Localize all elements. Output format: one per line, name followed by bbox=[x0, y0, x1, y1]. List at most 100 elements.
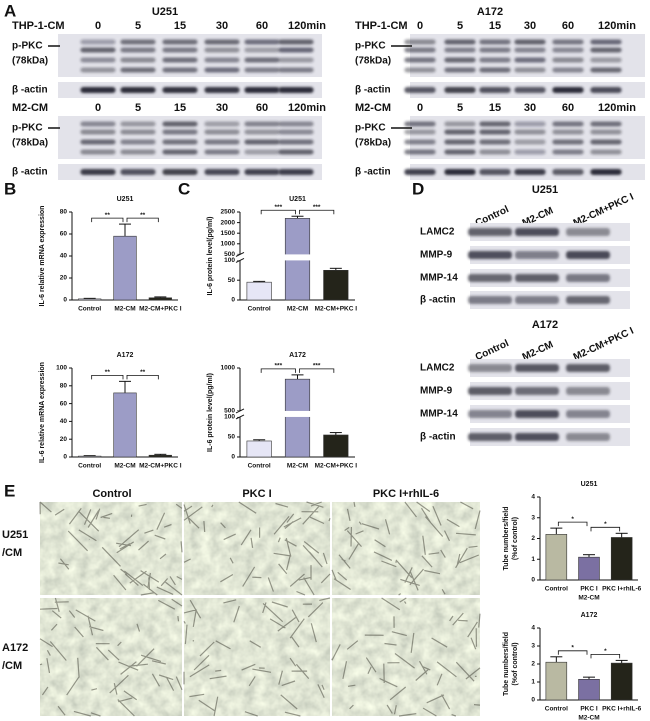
blot-band bbox=[515, 387, 559, 395]
significance-bracket bbox=[91, 217, 124, 223]
blot-band bbox=[244, 67, 280, 73]
bar bbox=[578, 556, 600, 581]
blot-band bbox=[468, 296, 512, 304]
blot-band bbox=[80, 39, 116, 45]
blot-band bbox=[404, 47, 436, 53]
blot-band bbox=[204, 121, 240, 127]
loading-label: β -actin bbox=[355, 85, 391, 96]
blot-band bbox=[278, 67, 314, 73]
significance-label: * bbox=[571, 645, 574, 652]
blot-band bbox=[80, 57, 116, 63]
bar bbox=[545, 534, 568, 581]
blot-band bbox=[204, 47, 240, 53]
time-label: 120min bbox=[598, 102, 636, 114]
panel-label: B bbox=[4, 179, 16, 198]
blot-band bbox=[590, 139, 622, 145]
y-tick-label: 2 bbox=[531, 661, 535, 668]
blot-band bbox=[479, 129, 511, 135]
blot-band bbox=[278, 57, 314, 63]
blot-band bbox=[479, 47, 511, 53]
blot-band bbox=[204, 129, 240, 135]
significance-bracket bbox=[557, 521, 588, 527]
treatment-label: THP-1-CM bbox=[355, 20, 408, 32]
blot-band bbox=[515, 251, 559, 259]
blot-band bbox=[590, 39, 622, 45]
blot-band bbox=[80, 87, 116, 93]
significance-label: ** bbox=[105, 212, 111, 219]
time-label: 15 bbox=[174, 20, 186, 32]
time-label: 30 bbox=[524, 20, 536, 32]
x-tick-label: Control bbox=[248, 306, 271, 313]
y-tick-label: 0 bbox=[63, 297, 67, 304]
chart-title: U251 bbox=[289, 196, 306, 203]
row-label: MMP-9 bbox=[420, 386, 453, 397]
time-label: 0 bbox=[95, 20, 101, 32]
column-header: PKC I bbox=[242, 488, 271, 500]
significance-label: *** bbox=[313, 204, 321, 211]
blot-band bbox=[515, 274, 559, 282]
row-label: LAMC2 bbox=[420, 363, 455, 374]
blot-band bbox=[80, 149, 116, 155]
blot-band bbox=[80, 129, 116, 135]
blot-band bbox=[404, 129, 436, 135]
blot-band bbox=[590, 67, 622, 73]
y-tick-label: 20 bbox=[60, 275, 68, 282]
blot-band bbox=[514, 169, 546, 175]
blot-band bbox=[404, 169, 436, 175]
y-axis-label: IL-6 protein level(pg/ml) bbox=[207, 217, 214, 296]
significance-bracket bbox=[91, 374, 124, 380]
significance-bracket bbox=[557, 650, 588, 655]
blot-band bbox=[244, 139, 280, 145]
significance-bracket bbox=[126, 374, 159, 380]
blot-band bbox=[515, 364, 559, 372]
blot-band bbox=[552, 169, 584, 175]
y-tick-label: 1500 bbox=[221, 230, 236, 237]
x-tick-label: PKC I+rhIL-6 bbox=[602, 706, 642, 713]
blot-band bbox=[244, 39, 280, 45]
y-tick-label: 40 bbox=[60, 253, 68, 260]
bar bbox=[323, 269, 349, 301]
blot-band bbox=[590, 169, 622, 175]
blot-band bbox=[204, 87, 240, 93]
target-label: p-PKC bbox=[355, 41, 386, 52]
time-label: 60 bbox=[562, 102, 574, 114]
blot-band bbox=[590, 149, 622, 155]
time-label: 120min bbox=[598, 20, 636, 32]
x-tick-label: M2-CM bbox=[114, 306, 135, 313]
bar bbox=[246, 281, 272, 301]
blot-band bbox=[514, 47, 546, 53]
blot-band bbox=[162, 39, 198, 45]
y-tick-label: 1000 bbox=[221, 241, 236, 248]
y-tick-label: 0 bbox=[231, 297, 235, 304]
blot-title: A172 bbox=[532, 319, 558, 331]
cell-network bbox=[183, 501, 331, 596]
blot-band bbox=[444, 139, 476, 145]
significance-bracket bbox=[126, 217, 159, 223]
blot-band bbox=[204, 139, 240, 145]
blot-band bbox=[444, 39, 476, 45]
chart-title: A172 bbox=[117, 352, 134, 359]
x-tick-label: M2-CM+PKC I bbox=[315, 463, 358, 470]
size-label: (78kDa) bbox=[12, 56, 48, 67]
y-tick-label: 2 bbox=[531, 535, 535, 542]
significance-label: * bbox=[604, 521, 607, 528]
blot-band bbox=[514, 57, 546, 63]
blot-band bbox=[244, 149, 280, 155]
blot-band bbox=[552, 47, 584, 53]
significance-label: ** bbox=[105, 369, 111, 376]
blot-band bbox=[162, 47, 198, 53]
chart-title: U251 bbox=[581, 481, 598, 488]
group-label: M2-CM bbox=[578, 595, 599, 602]
y-tick-label: 60 bbox=[60, 231, 68, 238]
blot-band bbox=[590, 121, 622, 127]
row-label: U251 bbox=[2, 529, 28, 541]
bar bbox=[78, 298, 102, 301]
significance-bracket bbox=[299, 368, 335, 373]
break-mark bbox=[235, 414, 245, 420]
y-tick-label: 80 bbox=[60, 383, 68, 390]
time-label: 60 bbox=[562, 20, 574, 32]
blot-band bbox=[514, 149, 546, 155]
blot-band bbox=[244, 169, 280, 175]
y-axis-label: IL-6 relative mRNA expression bbox=[39, 362, 46, 463]
row-label: β -actin bbox=[420, 295, 456, 306]
